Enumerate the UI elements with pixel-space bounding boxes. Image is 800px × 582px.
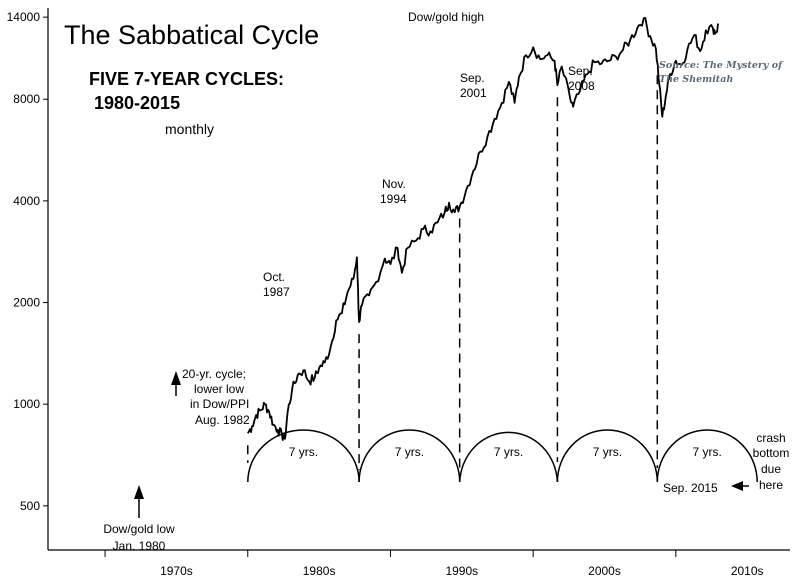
x-tick-label-1980: 1980s [303,564,336,578]
arrow-2015-left [731,481,749,491]
cycle-markers [247,75,659,475]
y-tick-label-14000: 14000 [7,10,41,24]
y-tick-label-1000: 1000 [13,397,40,411]
forecast-line2: bottom [753,446,790,460]
marker-1994-line2: 1994 [380,192,407,206]
marker-1987-line2: 1987 [263,285,290,299]
arrow-1982-up [171,371,181,396]
source-line1: Source: The Mystery of [659,60,784,71]
marker-2001-line1: Sep. [460,71,485,85]
forecast-line4: here [759,478,783,492]
cycle-arcs: 7 yrs. 7 yrs. 7 yrs. 7 yrs. 7 yrs. [247,429,758,483]
cycle-label-3: 7 yrs. [593,445,622,459]
end-label: Sep. 2015 [663,481,718,495]
marker-1994-line1: Nov. [382,177,406,191]
cycle-arc-1 [358,429,461,483]
y-tick-label-8000: 8000 [13,92,40,106]
peak-label: Dow/gold high [408,10,484,24]
marker-1987-line1: Oct. [263,270,285,284]
axes: 500 1000 2000 4000 8000 14000 1970s 1980s 1990s 2… [7,8,790,578]
marker-1982-line1: 20-yr. cycle; [182,367,246,381]
chart-subtitle-line1: FIVE 7-YEAR CYCLES: [89,69,284,89]
x-tick-label-1990: 1990s [445,564,478,578]
cycle-arc-0 [247,429,360,483]
y-tick-label-4000: 4000 [13,194,40,208]
marker-1980-line1: Dow/gold low [103,522,175,536]
marker-1982-line4: Aug. 1982 [195,413,250,427]
y-tick-label-500: 500 [20,499,40,513]
y-tick-label-2000: 2000 [13,296,40,310]
cycle-arc-2 [458,431,559,483]
cycle-label-2: 7 yrs. [494,445,523,459]
cycle-label-4: 7 yrs. [693,445,722,459]
marker-1982-line2: lower low [194,382,244,396]
series-line-0 [247,17,720,441]
marker-2001-line2: 2001 [460,86,487,100]
chart-subtitle-line2: 1980-2015 [94,93,180,113]
x-tick-label-2000: 2000s [588,564,621,578]
forecast-line1: crash [756,431,785,445]
annotations: The Sabbatical Cycle FIVE 7-YEAR CYCLES:… [64,10,789,553]
x-tick-label-1970: 1970s [160,564,193,578]
cycle-label-0: 7 yrs. [289,445,318,459]
cycle-arc-4 [656,429,758,483]
source-line2: The Shemitah [659,74,733,85]
cycle-arc-3 [556,429,659,483]
marker-2008-line2: 2008 [568,79,595,93]
x-tick-label-2010: 2010s [731,564,764,578]
cycle-label-1: 7 yrs. [395,445,424,459]
chart-title: The Sabbatical Cycle [64,20,319,50]
marker-2008-line1: Sep. [568,64,593,78]
marker-1980-line2: Jan. 1980 [113,539,166,553]
arrow-1980-up [134,485,144,518]
dow-series [247,17,720,441]
forecast-line3: due [761,462,781,476]
marker-1982-line3: in Dow/PPI [190,397,249,411]
frequency-note: monthly [165,121,214,137]
